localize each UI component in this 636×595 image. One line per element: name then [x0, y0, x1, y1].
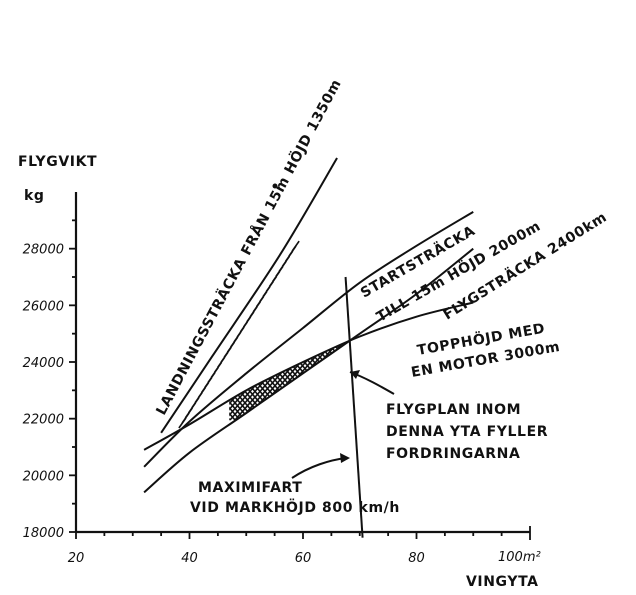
region-hatch-a [324, 344, 343, 421]
region-hatch-b [314, 344, 343, 421]
landing-label: LANDNINGSSTRÄCKA FRÅN 15m HÖJD 1350m [152, 76, 345, 418]
y-tick-label: 26000 [23, 299, 64, 314]
region-hatch-a [304, 344, 343, 421]
region-hatch-b [229, 344, 251, 421]
feasible-annotation-line3: FORDRINGARNA [386, 446, 520, 462]
region-hatch-b [229, 344, 256, 421]
maxspeed-label-line2: VID MARKHÖJD 800 km/h [190, 498, 400, 516]
annotation-arrowhead [350, 370, 360, 379]
x-axis-title: VINGYTA [466, 574, 539, 590]
x-tick-label: 40 [181, 551, 198, 566]
feasible-annotation-line1: FLYGPLAN INOM [386, 402, 521, 418]
region-hatch-b [324, 344, 343, 421]
axis-ticks: 18000 20000 22000 24000 26000 28000 20 40 60 80 [23, 219, 531, 566]
region-hatch-b [244, 344, 316, 421]
feasible-annotation-line2: DENNA YTA FYLLER [386, 424, 548, 440]
ceiling-curve [143, 301, 474, 451]
region-hatch-b [284, 344, 343, 421]
y-axis-title: FLYGVIKT [18, 154, 97, 170]
landing-hatch-mark [291, 240, 300, 252]
start-distance-curve [143, 210, 474, 468]
x-tick-label: 80 [408, 551, 425, 566]
landing-limit-hatch [178, 240, 300, 429]
maxspeed-arrow [291, 457, 347, 479]
region-hatch-b [229, 344, 246, 421]
y-tick-label: 20000 [23, 469, 64, 484]
x-axis-unit-label: 100m² [498, 550, 541, 565]
y-tick-label: 24000 [23, 356, 64, 371]
region-hatch-b [249, 344, 321, 421]
maxspeed-label-line1: MAXIMIFART [198, 480, 302, 496]
series-curves [143, 157, 474, 538]
maxspeed-arrowhead [340, 453, 350, 463]
y-tick-label: 28000 [23, 243, 64, 258]
y-axis-unit: kg [24, 188, 45, 204]
x-tick-label: 60 [295, 551, 312, 566]
max-speed-line [344, 276, 364, 538]
y-tick-label: 18000 [23, 526, 64, 541]
region-hatch-b [229, 344, 261, 421]
landing-curve [160, 157, 338, 434]
region-hatch-b [304, 344, 343, 421]
flight-range-curve [143, 247, 474, 494]
landing-dot [272, 183, 278, 189]
region-hatch-a [284, 344, 343, 421]
x-tick-label: 20 [68, 551, 85, 566]
y-tick-label: 22000 [23, 413, 64, 428]
